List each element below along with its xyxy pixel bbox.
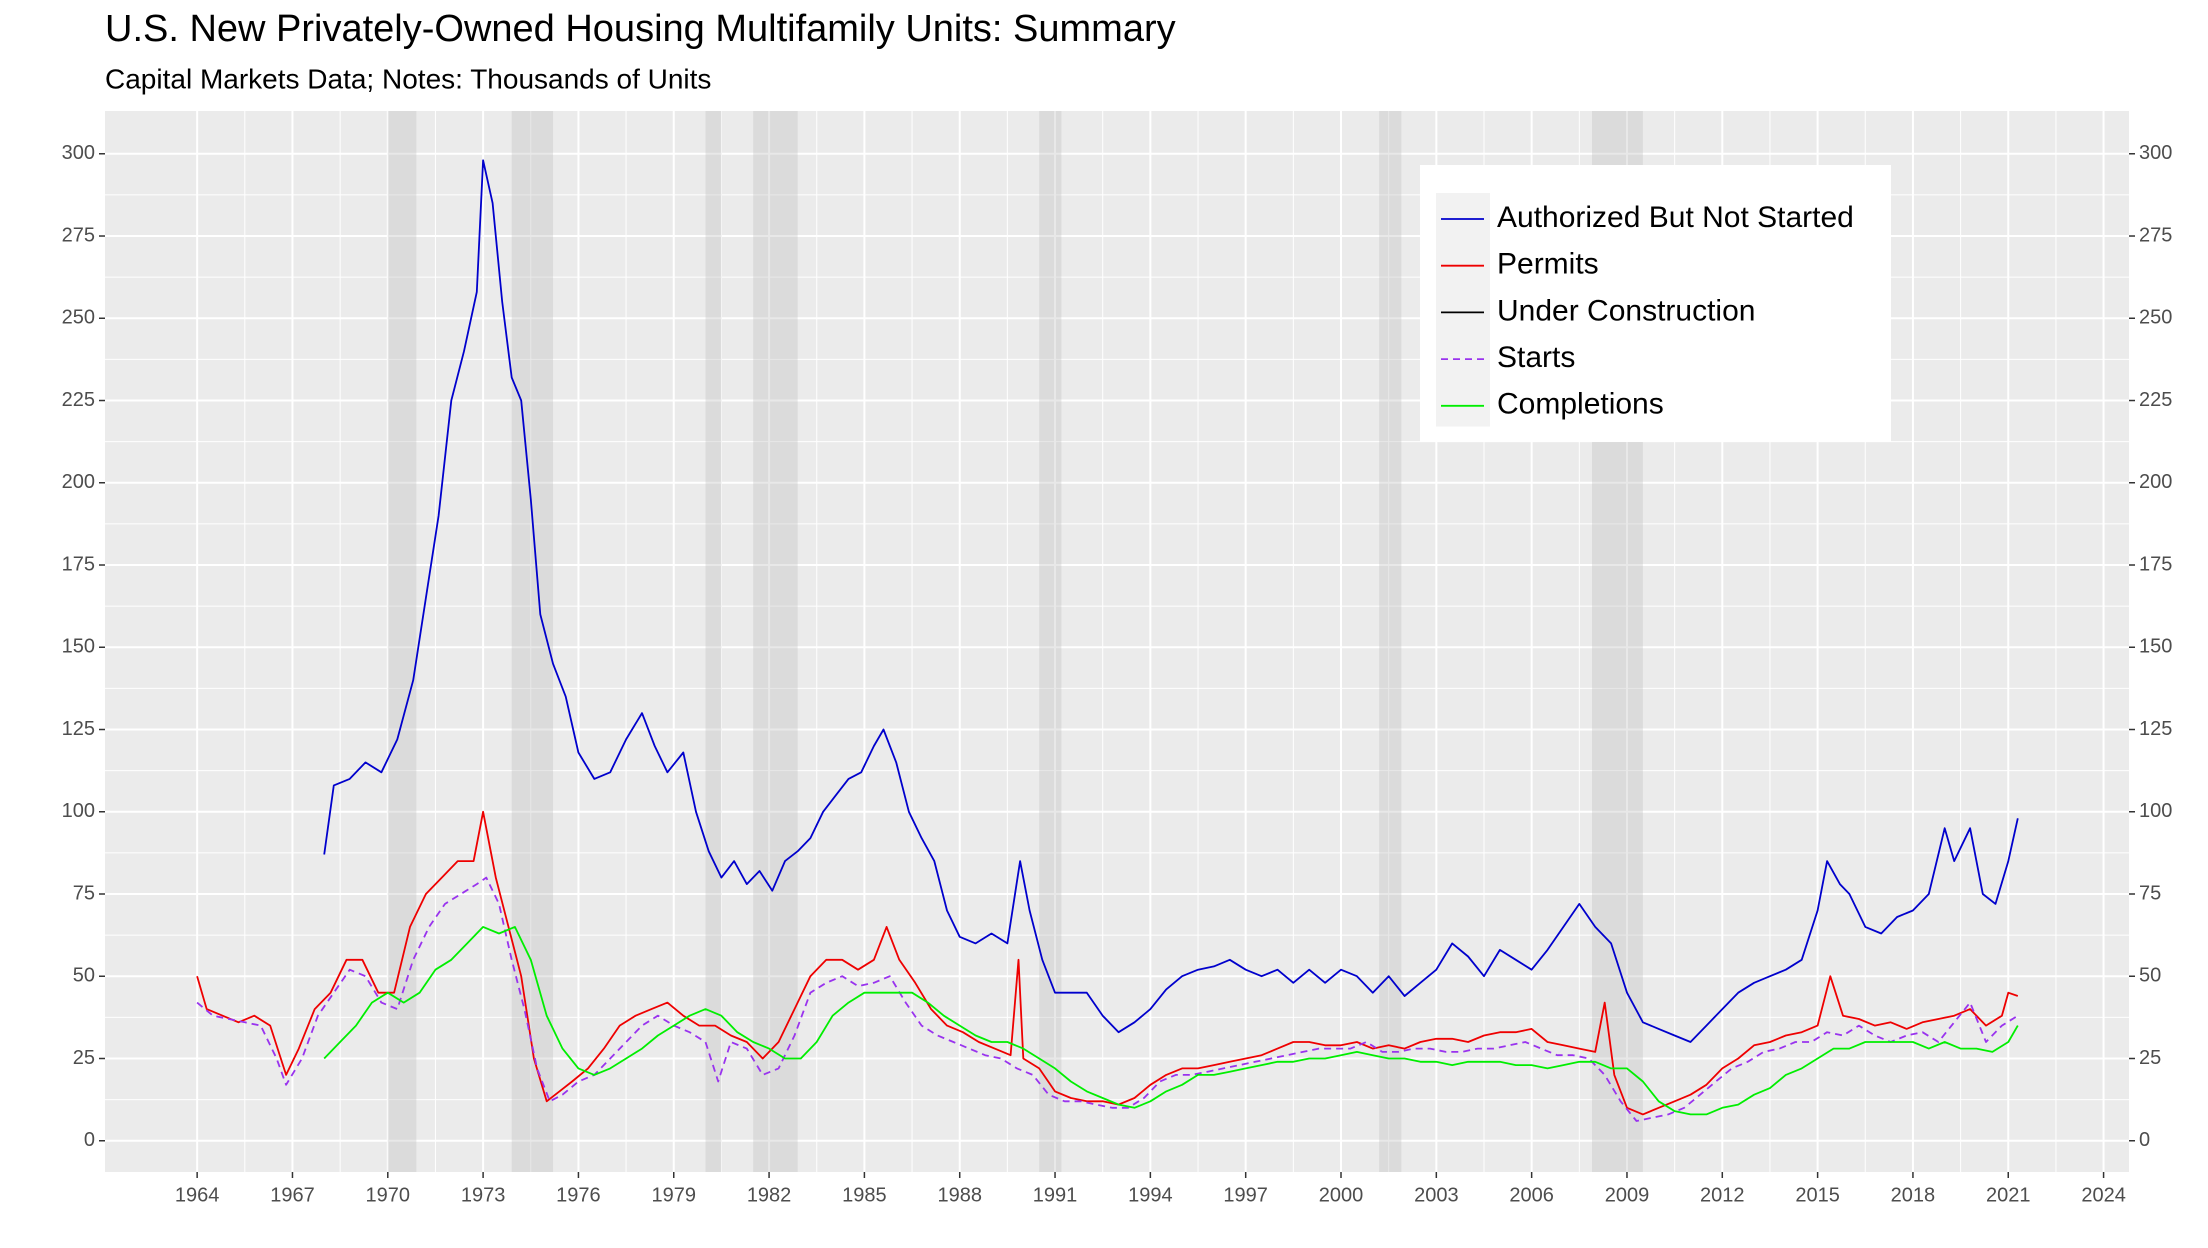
x-tick-label: 1997 [1223,1184,1268,1206]
y2-tick-label: 125 [2139,718,2172,740]
y2-tick-label: 100 [2139,800,2172,822]
y-tick-label: 300 [62,142,95,164]
y2-tick-label: 25 [2139,1047,2161,1069]
y-tick-label: 150 [62,636,95,658]
x-tick-label: 2009 [1605,1184,1650,1206]
x-tick-label: 2015 [1795,1184,1840,1206]
x-tick-label: 2000 [1319,1184,1364,1206]
series-line [196,876,2019,1122]
legend-key-background [1436,193,1490,427]
y-tick-label: 100 [62,800,95,822]
recession-band [705,111,722,1172]
legend-label: Starts [1497,341,1575,374]
x-tick-label: 1967 [270,1184,315,1206]
y2-tick-label: 150 [2139,636,2172,658]
series-line [323,926,2019,1116]
recession-band [1379,111,1402,1172]
chart-subtitle: Capital Markets Data; Notes: Thousands o… [105,63,711,94]
x-tick-label: 1970 [366,1184,411,1206]
recession-band [511,111,554,1172]
recession-band [1039,111,1062,1172]
x-tick-label: 1994 [1128,1184,1173,1206]
recession-band [753,111,798,1172]
series-line [323,159,2019,1043]
y-tick-label: 175 [62,553,95,575]
y-tick-label: 225 [62,389,95,411]
x-tick-label: 2021 [1986,1184,2031,1206]
y2-tick-label: 225 [2139,389,2172,411]
x-tick-label: 1979 [652,1184,697,1206]
x-tick-label: 1988 [937,1184,982,1206]
x-tick-label: 1991 [1033,1184,1078,1206]
y-tick-label: 275 [62,224,95,246]
y-tick-label: 0 [84,1129,95,1151]
series-line [196,810,2019,1116]
y2-tick-label: 200 [2139,471,2172,493]
legend-label: Permits [1497,248,1599,281]
legend-label: Completions [1497,388,1664,421]
chart-title: U.S. New Privately-Owned Housing Multifa… [105,8,1176,50]
x-tick-label: 1982 [747,1184,792,1206]
legend-label: Under Construction [1497,294,1755,327]
y2-tick-label: 275 [2139,224,2172,246]
recession-band [387,111,417,1172]
legend-box [1420,165,1891,442]
x-tick-label: 2003 [1414,1184,1459,1206]
y-tick-label: 75 [73,882,95,904]
x-tick-label: 1973 [461,1184,506,1206]
legend-label: Authorized But Not Started [1497,201,1854,234]
y2-tick-label: 50 [2139,965,2161,987]
y2-tick-label: 75 [2139,882,2161,904]
y-tick-label: 50 [73,965,95,987]
y2-tick-label: 0 [2139,1129,2150,1151]
x-tick-label: 2006 [1509,1184,1554,1206]
x-tick-label: 1964 [175,1184,220,1206]
y2-tick-label: 175 [2139,553,2172,575]
x-tick-label: 1985 [842,1184,887,1206]
x-tick-label: 2018 [1891,1184,1936,1206]
y2-tick-label: 300 [2139,142,2172,164]
x-tick-label: 1976 [556,1184,601,1206]
y-tick-label: 200 [62,471,95,493]
x-tick-label: 2024 [2081,1184,2126,1206]
y-tick-label: 25 [73,1047,95,1069]
y-tick-label: 125 [62,718,95,740]
y-tick-label: 250 [62,307,95,329]
x-tick-label: 2012 [1700,1184,1745,1206]
y2-tick-label: 250 [2139,307,2172,329]
